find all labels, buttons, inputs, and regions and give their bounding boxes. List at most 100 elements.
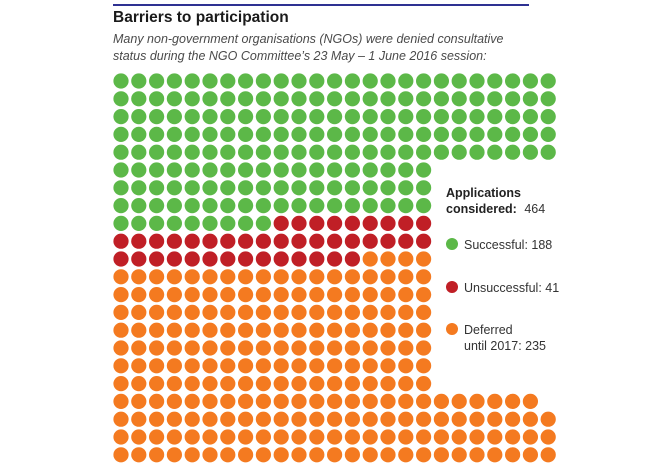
waffle-dot	[398, 447, 414, 463]
waffle-dot	[380, 393, 396, 409]
waffle-dot	[184, 304, 200, 320]
waffle-dot	[220, 109, 236, 125]
waffle-dot	[184, 109, 200, 125]
waffle-dot	[451, 393, 467, 409]
waffle-dot	[131, 126, 147, 142]
waffle-dot	[416, 109, 432, 125]
waffle-dot	[291, 109, 307, 125]
waffle-dot	[398, 340, 414, 356]
waffle-dot	[131, 340, 147, 356]
waffle-dot	[166, 358, 182, 374]
waffle-dot	[433, 144, 449, 160]
waffle-dot	[327, 91, 343, 107]
waffle-dot	[202, 411, 218, 427]
waffle-dot	[416, 180, 432, 196]
waffle-dot	[184, 429, 200, 445]
waffle-dot	[113, 126, 129, 142]
waffle-dot	[398, 411, 414, 427]
waffle-dot	[362, 198, 378, 214]
waffle-dot	[255, 73, 271, 89]
waffle-dot	[522, 411, 539, 427]
waffle-dot	[273, 340, 289, 356]
waffle-dot	[344, 251, 360, 267]
waffle-dot	[380, 162, 396, 178]
waffle-dot	[238, 376, 254, 392]
waffle-dot	[504, 447, 521, 463]
waffle-dot	[309, 447, 325, 463]
waffle-dot	[433, 411, 449, 427]
waffle-dot	[380, 144, 396, 160]
waffle-dot	[255, 144, 271, 160]
waffle-dot	[416, 233, 432, 249]
waffle-dot	[131, 376, 147, 392]
waffle-dot	[344, 287, 360, 303]
waffle-dot	[131, 215, 147, 231]
waffle-dot	[362, 180, 378, 196]
waffle-dot	[291, 73, 307, 89]
waffle-dot	[540, 109, 556, 125]
waffle-dot	[451, 91, 467, 107]
waffle-dot	[202, 393, 218, 409]
waffle-dot	[166, 251, 182, 267]
waffle-dot	[291, 162, 307, 178]
waffle-dot	[380, 233, 396, 249]
waffle-dot	[131, 198, 147, 214]
waffle-dot	[522, 73, 539, 89]
waffle-dot	[309, 269, 325, 285]
waffle-dot	[398, 162, 414, 178]
waffle-dot	[131, 304, 147, 320]
waffle-dot	[362, 322, 378, 338]
waffle-dot	[327, 340, 343, 356]
waffle-dot	[380, 287, 396, 303]
waffle-dot	[433, 126, 449, 142]
waffle-dot	[166, 180, 182, 196]
waffle-dot	[327, 322, 343, 338]
waffle-dot	[344, 109, 360, 125]
waffle-dot	[327, 304, 343, 320]
waffle-dot	[255, 340, 271, 356]
waffle-dot	[469, 144, 485, 160]
waffle-dot	[469, 91, 485, 107]
waffle-dot	[149, 144, 165, 160]
waffle-dot	[327, 393, 343, 409]
waffle-dot	[273, 358, 289, 374]
waffle-dot	[469, 393, 485, 409]
waffle-dot	[522, 91, 539, 107]
waffle-dot	[113, 322, 129, 338]
waffle-dot	[344, 358, 360, 374]
waffle-dot	[166, 215, 182, 231]
waffle-dot	[380, 73, 396, 89]
waffle-dot	[184, 162, 200, 178]
legend-swatch-unsuccessful	[446, 281, 458, 293]
waffle-dot	[309, 126, 325, 142]
waffle-dot	[469, 447, 485, 463]
waffle-dot	[202, 91, 218, 107]
waffle-dot	[344, 304, 360, 320]
waffle-dot	[504, 91, 521, 107]
waffle-dot	[433, 73, 449, 89]
waffle-dot	[238, 322, 254, 338]
waffle-dot	[362, 376, 378, 392]
waffle-dot	[540, 447, 556, 463]
waffle-dot	[220, 393, 236, 409]
waffle-dot	[362, 162, 378, 178]
waffle-dot	[380, 304, 396, 320]
waffle-dot	[398, 198, 414, 214]
waffle-dot	[362, 233, 378, 249]
waffle-dot	[451, 126, 467, 142]
waffle-dot	[451, 73, 467, 89]
waffle-dot	[291, 393, 307, 409]
waffle-dot	[504, 429, 521, 445]
waffle-dot	[416, 393, 432, 409]
waffle-dot	[540, 411, 556, 427]
waffle-dot	[149, 447, 165, 463]
waffle-dot	[273, 215, 289, 231]
waffle-dot	[362, 144, 378, 160]
waffle-dot	[255, 251, 271, 267]
legend-label-deferred-line1: Deferred	[464, 323, 513, 337]
waffle-dot	[504, 73, 521, 89]
waffle-dot	[344, 269, 360, 285]
waffle-dot	[291, 340, 307, 356]
waffle-dot	[220, 126, 236, 142]
waffle-dot	[344, 340, 360, 356]
